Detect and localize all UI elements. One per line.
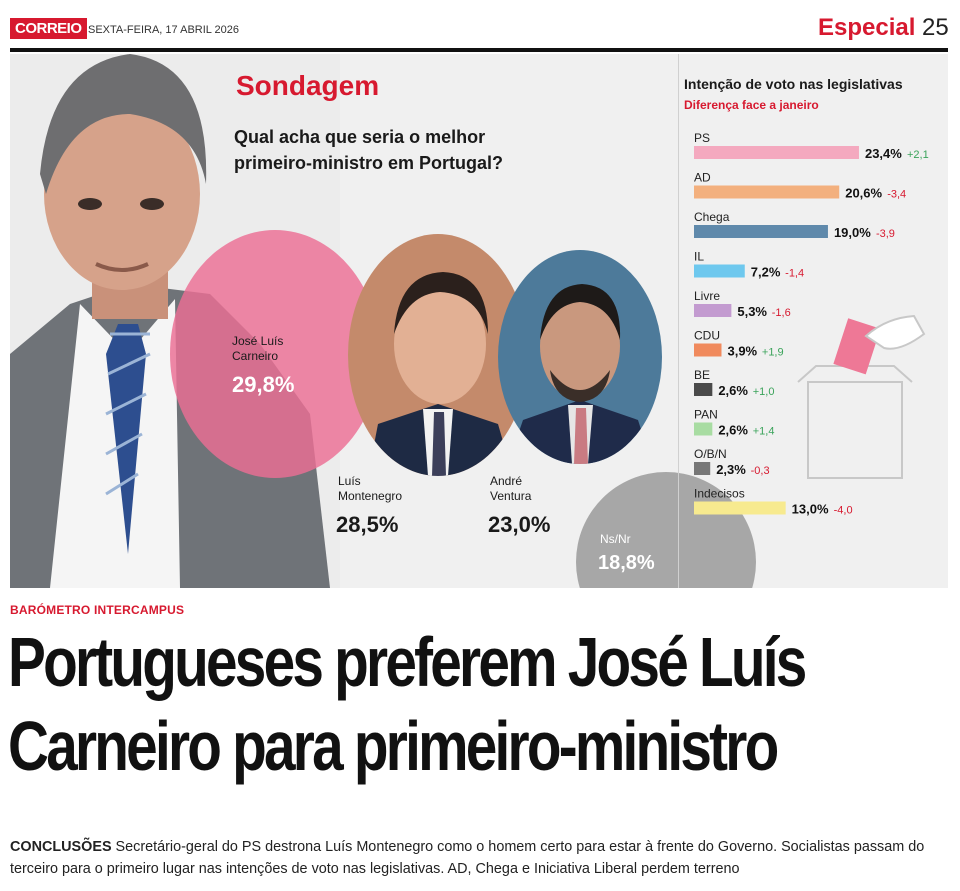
bar — [694, 185, 840, 199]
lead-body: Secretário-geral do PS destrona Luís Mon… — [10, 839, 925, 877]
newspaper-logo: CORREIO — [10, 18, 87, 39]
bar-value-label: 2,3% — [716, 462, 746, 477]
bar-change-label: -3,4 — [887, 189, 906, 201]
portrait-andre-ventura — [498, 250, 662, 464]
bar-value-label: 2,6% — [718, 423, 748, 438]
chart-title: Intenção de voto nas legislativas — [684, 76, 903, 92]
candidate-name: Luís Montenegro — [338, 474, 403, 503]
bar-category-label: AD — [694, 171, 711, 185]
vote-intention-bar-chart: PS 23,4% +2,1 AD 20,6% -3,4 Chega 19,0% -3,9 IL 7,… — [694, 131, 929, 517]
article-headline: Portugueses preferem José Luís Carneiro … — [8, 620, 956, 788]
poll-infographic: Sondagem Qual acha que seria o melhor pr… — [10, 54, 948, 588]
bar-change-label: -0,3 — [751, 465, 770, 477]
candidate-percent: 18,8% — [598, 552, 655, 574]
bar-category-label: CDU — [694, 329, 720, 343]
lead-label: CONCLUSÕES — [10, 839, 112, 855]
headline-line-1: Portugueses preferem José Luís — [8, 623, 807, 701]
bar-change-label: -1,6 — [772, 307, 791, 319]
bubble-jose-luis-carneiro — [170, 230, 380, 478]
bar-category-label: PAN — [694, 408, 718, 422]
column-divider — [678, 54, 679, 588]
bar — [694, 225, 828, 238]
headline-line-2: Carneiro para primeiro-ministro — [8, 707, 779, 785]
candidate-percent: 29,8% — [232, 372, 295, 397]
bar-change-label: +1,0 — [753, 386, 775, 398]
bar-value-label: 7,2% — [751, 265, 781, 280]
bar-category-label: PS — [694, 131, 710, 145]
bar — [694, 462, 711, 475]
bar — [694, 383, 713, 396]
candidate-name: José Luís Carneiro — [232, 334, 284, 363]
bar — [694, 501, 786, 515]
bar-category-label: Indecisos — [694, 487, 745, 501]
bar — [694, 146, 859, 159]
ballot-box-icon — [797, 314, 926, 479]
article-kicker: BARÓMETRO INTERCAMPUS — [10, 603, 185, 617]
candidate-name: André Ventura — [490, 474, 532, 503]
bar-change-label: -4,0 — [834, 505, 853, 517]
bar-category-label: O/B/N — [694, 447, 727, 461]
bar-category-label: Livre — [694, 289, 720, 303]
bar — [694, 422, 713, 436]
section-title: Especial — [818, 14, 916, 41]
bar-change-label: +2,1 — [907, 149, 929, 161]
bar-value-label: 13,0% — [792, 502, 829, 517]
bar-change-label: +1,9 — [762, 347, 784, 359]
bar-change-label: -1,4 — [785, 268, 804, 280]
chart-subtitle: Diferença face a janeiro — [684, 98, 819, 112]
bar-category-label: BE — [694, 368, 710, 382]
candidate-percent: 28,5% — [336, 512, 399, 537]
bar — [694, 264, 745, 278]
bar-value-label: 20,6% — [845, 186, 882, 201]
bar — [694, 343, 722, 357]
bar-category-label: IL — [694, 250, 704, 264]
poll-question: Qual acha que seria o melhor primeiro-mi… — [234, 127, 504, 173]
article-lead: CONCLUSÕES Secretário-geral do PS destro… — [10, 836, 950, 880]
bar-value-label: 23,4% — [865, 146, 902, 161]
bar-value-label: 3,9% — [727, 344, 757, 359]
candidate-percent: 23,0% — [488, 512, 551, 537]
bar-value-label: 2,6% — [718, 383, 748, 398]
bar-change-label: -3,9 — [876, 228, 895, 240]
header-rule — [10, 48, 948, 52]
bar-change-label: +1,4 — [753, 426, 775, 438]
poll-title: Sondagem — [236, 70, 380, 101]
bar — [694, 304, 732, 317]
bar-category-label: Chega — [694, 210, 730, 224]
bar-value-label: 5,3% — [737, 304, 767, 319]
candidate-name: Ns/Nr — [600, 532, 631, 546]
issue-date: SEXTA-FEIRA, 17 ABRIL 2026 — [88, 24, 240, 36]
bar-value-label: 19,0% — [834, 225, 871, 240]
page-number: 25 — [922, 14, 949, 41]
